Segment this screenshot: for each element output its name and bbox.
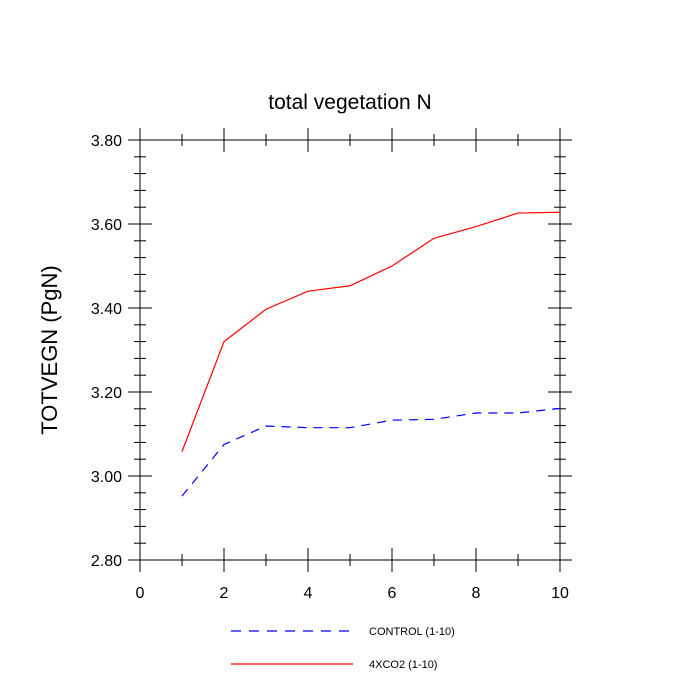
- axis-ticks: [128, 128, 572, 572]
- y-tick-labels: 2.80 3.00 3.20 3.40 3.60 3.80: [91, 133, 122, 570]
- x-tick-label: 10: [551, 585, 569, 602]
- legend-label: 4XCO2 (1-10): [369, 659, 437, 671]
- y-tick-label: 3.60: [91, 217, 122, 234]
- series-line-4xco2: [181, 211, 561, 452]
- x-tick-label: 4: [304, 585, 313, 602]
- series-group: [181, 211, 561, 497]
- y-tick-label: 3.00: [91, 469, 122, 486]
- series-line-control: [181, 407, 561, 497]
- plot-frame: [139, 139, 561, 561]
- y-tick-label: 3.40: [91, 301, 122, 318]
- x-tick-labels: 0 2 4 6 8 10: [136, 585, 569, 602]
- legend-label: CONTROL (1-10): [369, 626, 455, 638]
- x-tick-label: 8: [472, 585, 481, 602]
- y-tick-label: 2.80: [91, 553, 122, 570]
- chart-title: total vegetation N: [268, 91, 431, 114]
- y-axis-label: TOTVEGN (PgN): [37, 265, 62, 435]
- x-tick-label: 6: [388, 585, 397, 602]
- legend: CONTROL (1-10) 4XCO2 (1-10): [231, 626, 455, 671]
- x-tick-label: 0: [136, 585, 145, 602]
- y-tick-label: 3.80: [91, 133, 122, 150]
- x-tick-label: 2: [220, 585, 229, 602]
- y-tick-label: 3.20: [91, 385, 122, 402]
